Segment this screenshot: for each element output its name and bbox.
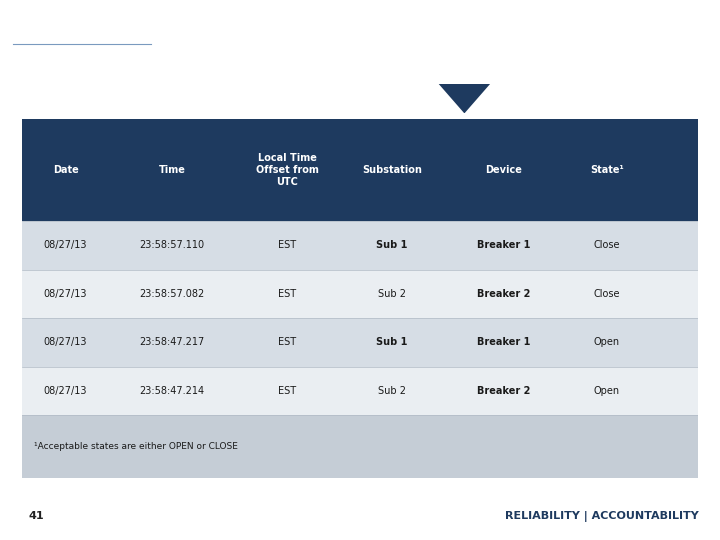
Text: Close: Close [594,289,621,299]
Text: Open: Open [594,338,620,347]
Text: Sub 2: Sub 2 [378,386,406,396]
Text: 08/27/13: 08/27/13 [44,338,87,347]
Bar [22,318,698,367]
Text: Breaker 2: Breaker 2 [477,289,531,299]
Bar [22,221,698,269]
Text: 23:58:47.217: 23:58:47.217 [140,338,204,347]
Text: State¹: State¹ [590,165,624,175]
Bar [22,367,698,415]
Text: 41: 41 [29,511,45,521]
Text: Local Time
Offset from
UTC: Local Time Offset from UTC [256,153,319,187]
Text: 23:58:57.082: 23:58:57.082 [140,289,204,299]
Text: EST: EST [278,289,297,299]
Text: Data Format – Attachment 2: Data Format – Attachment 2 [328,58,486,69]
Text: 08/27/13: 08/27/13 [44,386,87,396]
Text: Sub 1: Sub 1 [377,338,408,347]
Text: NORTH AMERICAN ELECTRIC: NORTH AMERICAN ELECTRIC [16,47,100,52]
Bar [22,415,698,478]
Text: RELIABILITY | ACCOUNTABILITY: RELIABILITY | ACCOUNTABILITY [505,511,698,522]
Text: Close: Close [594,240,621,251]
Text: EST: EST [278,386,297,396]
Text: NERC: NERC [16,15,70,33]
Text: Breaker 1: Breaker 1 [477,240,531,251]
Text: Substation: Substation [362,165,422,175]
Text: EST: EST [278,338,297,347]
Text: Sub 2: Sub 2 [378,289,406,299]
Text: Open: Open [594,386,620,396]
Text: EST: EST [278,240,297,251]
Bar [22,119,698,221]
Text: Breaker 2: Breaker 2 [477,386,531,396]
Text: 23:58:47.214: 23:58:47.214 [140,386,204,396]
Text: 23:58:57.110: 23:58:57.110 [140,240,204,251]
Text: 08/27/13: 08/27/13 [44,240,87,251]
Text: Sub 1: Sub 1 [377,240,408,251]
Text: Sequence of Events Recording: Sequence of Events Recording [258,15,556,33]
Bar [22,269,698,318]
Text: Device: Device [485,165,522,175]
Text: ¹Acceptable states are either OPEN or CLOSE: ¹Acceptable states are either OPEN or CL… [34,442,238,451]
Text: Breaker 1: Breaker 1 [477,338,531,347]
Text: Time: Time [158,165,186,175]
Text: RELIABILITY CORPORATION: RELIABILITY CORPORATION [16,65,95,70]
Polygon shape [438,84,490,113]
Text: 08/27/13: 08/27/13 [44,289,87,299]
Text: Date: Date [53,165,78,175]
